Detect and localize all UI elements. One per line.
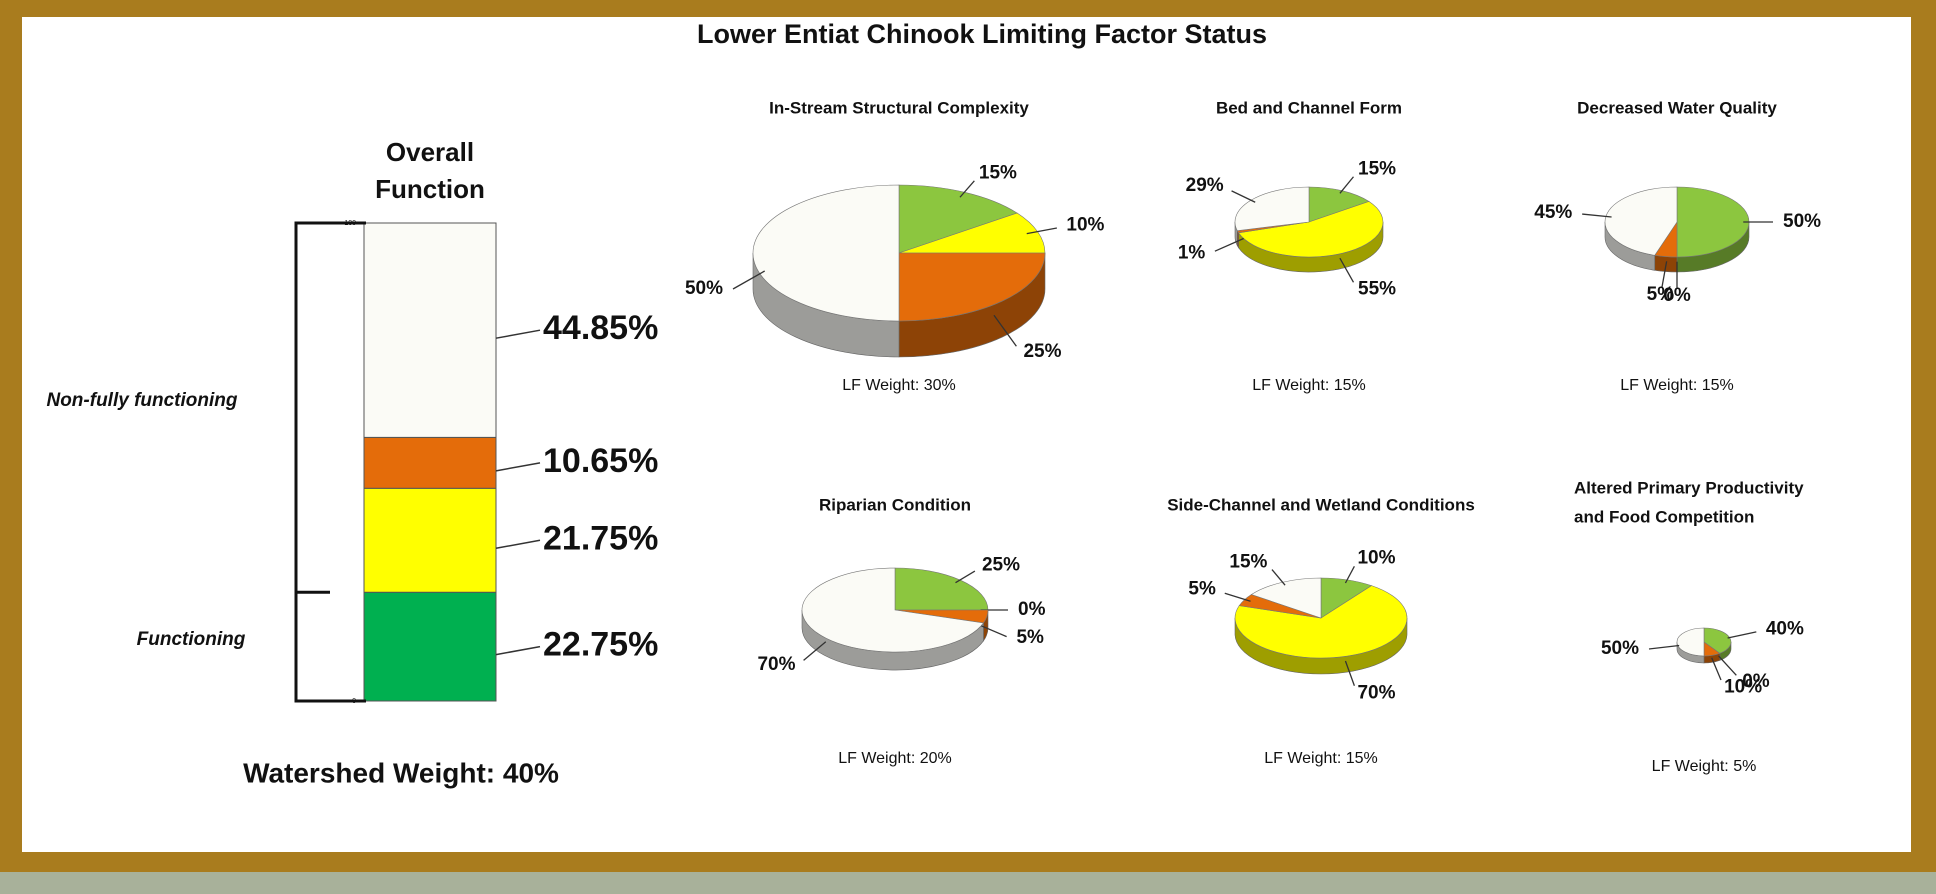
slice-label: 50%: [1601, 638, 1639, 659]
slice-label: 1%: [1178, 242, 1206, 263]
leader-line: [1711, 657, 1722, 681]
slice-label: 0%: [1018, 599, 1046, 620]
pie-note: LF Weight: 15%: [1264, 750, 1378, 767]
pie-slice: [898, 252, 1046, 322]
slice-label: 45%: [1534, 202, 1572, 223]
leader-line: [495, 329, 541, 339]
pie-note: LF Weight: 15%: [1252, 377, 1366, 394]
slice-label: 10%: [1724, 677, 1762, 698]
leader-line: [959, 180, 975, 198]
pie-note: LF Weight: 20%: [838, 750, 952, 767]
slice-label: 10%: [1357, 548, 1395, 569]
pie-slice: [801, 567, 984, 653]
slice-label: 70%: [1357, 682, 1395, 703]
bar-title: Overall: [386, 137, 474, 167]
slice-label: 5%: [1188, 579, 1216, 600]
pie-note: LF Weight: 15%: [1620, 377, 1734, 394]
leader-line: [1648, 644, 1680, 650]
leader-line: [979, 624, 1007, 638]
pie-slice: [898, 184, 1018, 254]
leader-line: [1718, 655, 1737, 676]
slice-label: 50%: [685, 278, 723, 299]
leader-line: [495, 462, 541, 472]
leader-line: [495, 645, 541, 656]
leader-line: [732, 270, 766, 290]
bar-segment: [363, 222, 497, 438]
leader-line: [1214, 237, 1244, 252]
leader-line: [1661, 261, 1668, 288]
leader-line: [1344, 565, 1355, 584]
bracket: [294, 221, 366, 703]
slice-label: 40%: [1766, 618, 1804, 639]
leader-line: [1231, 190, 1256, 203]
slice-label: 15%: [979, 163, 1017, 184]
slice-label: 5%: [1016, 627, 1044, 648]
pie-title: Decreased Water Quality: [1577, 98, 1777, 117]
value-label: 22.75%: [543, 626, 658, 664]
pie-note: LF Weight: 5%: [1652, 758, 1757, 775]
pie-title: Riparian Condition: [819, 495, 971, 514]
pie-title: and Food Competition: [1574, 507, 1754, 526]
bar-segment: [363, 591, 497, 702]
leader-line: [1344, 660, 1355, 686]
annotation: Functioning: [137, 629, 246, 650]
slice-label: 10%: [1066, 215, 1104, 236]
pie-title: Altered Primary Productivity: [1574, 478, 1804, 497]
slice-label: 0%: [1742, 671, 1770, 692]
annotation: Watershed Weight: 40%: [243, 757, 559, 788]
pie-slice: [752, 184, 900, 322]
value-label: 44.85%: [543, 309, 658, 347]
pie-title: Side-Channel and Wetland Conditions: [1167, 495, 1475, 514]
bar-segment: [363, 436, 497, 489]
annotation: Non-fully functioning: [46, 390, 237, 411]
slice-label: 70%: [757, 654, 795, 675]
slice-label: 25%: [1023, 341, 1061, 362]
pie-slice: [1234, 585, 1408, 659]
slice-label: 25%: [982, 554, 1020, 575]
slice-label: 29%: [1186, 175, 1224, 196]
leader-line: [803, 641, 827, 661]
pie-note: LF Weight: 30%: [842, 377, 956, 394]
slice-label: 50%: [1783, 211, 1821, 232]
pie-slice: [1238, 201, 1384, 258]
chart-title: Lower Entiat Chinook Limiting Factor Sta…: [697, 19, 1267, 49]
leader-line: [1339, 257, 1355, 283]
slice-label: 55%: [1358, 278, 1396, 299]
pie-title: In-Stream Structural Complexity: [769, 98, 1029, 117]
leader-line: [955, 570, 976, 584]
leader-line: [1026, 227, 1057, 235]
value-label: 10.65%: [543, 442, 658, 480]
leader-line: [993, 314, 1017, 347]
leader-line: [1727, 631, 1757, 639]
leader-line: [1582, 213, 1612, 218]
pie-slice: [1676, 627, 1705, 657]
bar-title: Function: [375, 174, 485, 204]
slice-label: 15%: [1358, 159, 1396, 180]
slice-label: 0%: [1663, 285, 1691, 306]
panel: [22, 17, 1911, 852]
value-label: 21.75%: [543, 519, 658, 557]
leader-line: [1271, 569, 1286, 586]
bar-segment: [363, 487, 497, 593]
slice-label: 5%: [1647, 284, 1675, 305]
slice-label: 15%: [1229, 551, 1267, 572]
leader-line: [495, 539, 541, 550]
pie-title: Bed and Channel Form: [1216, 98, 1402, 117]
leader-line: [1339, 176, 1354, 194]
leader-line: [1224, 592, 1251, 602]
